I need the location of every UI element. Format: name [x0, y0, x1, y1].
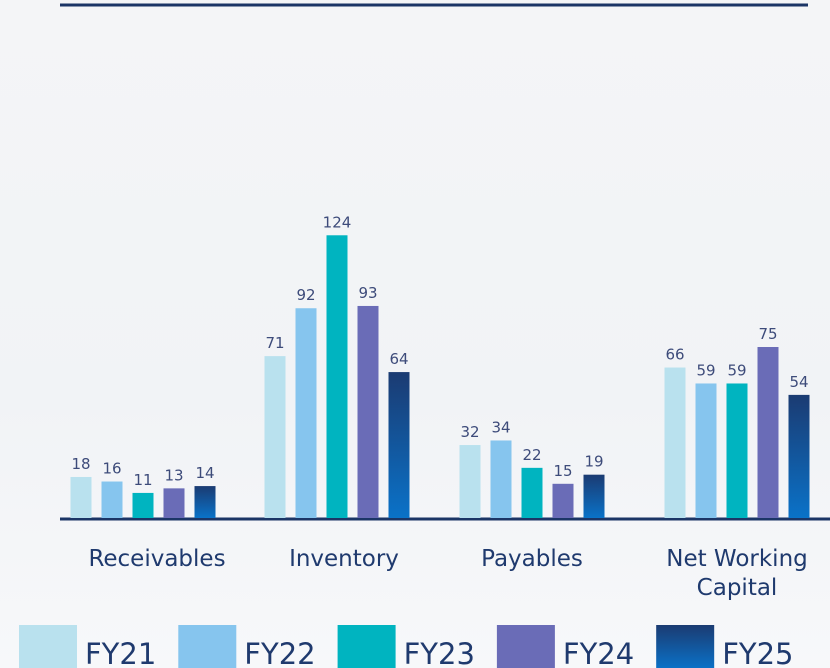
x-tick-label: Net Working Capital [666, 546, 808, 601]
bar [101, 481, 123, 518]
bar [521, 467, 543, 518]
value-label: 32 [460, 423, 479, 441]
x-tick-label: Payables [481, 546, 583, 572]
value-label: 15 [553, 462, 572, 480]
legend-label: FY23 [404, 637, 475, 668]
bar [583, 474, 605, 518]
legend-swatch [19, 625, 77, 668]
value-label: 64 [389, 350, 408, 368]
bar [490, 440, 512, 518]
value-label: 75 [758, 325, 777, 343]
legend-swatch [496, 625, 555, 668]
legend-label: FY22 [244, 637, 315, 668]
bar [388, 372, 410, 518]
value-label: 22 [522, 446, 541, 464]
bar [695, 383, 717, 518]
value-label: 16 [102, 460, 121, 478]
value-label: 18 [71, 455, 90, 473]
legend-label: FY24 [563, 637, 634, 668]
bar [163, 488, 185, 518]
legend-swatch [337, 625, 396, 668]
bar [788, 394, 810, 518]
bar [357, 305, 379, 518]
bar [726, 383, 748, 518]
value-label: 66 [665, 346, 684, 364]
legend-swatch [178, 625, 237, 668]
value-label: 13 [164, 466, 183, 484]
value-label: 124 [323, 213, 352, 231]
bar [70, 476, 92, 518]
value-label: 34 [491, 418, 510, 436]
value-label: 14 [195, 464, 214, 482]
bar [459, 445, 481, 518]
bar [264, 356, 286, 518]
bar [757, 347, 779, 518]
legend-label: FY21 [85, 637, 156, 668]
value-label: 59 [696, 361, 715, 379]
bar [552, 483, 574, 518]
value-label: 92 [296, 286, 315, 304]
bar [295, 308, 317, 518]
value-label: 71 [265, 334, 284, 352]
legend-swatch [656, 625, 715, 668]
value-label: 54 [789, 373, 808, 391]
legend-label: FY25 [722, 637, 793, 668]
x-tick-label: Receivables [88, 546, 226, 572]
bar [664, 367, 686, 518]
value-label: 19 [584, 453, 603, 471]
bar [132, 492, 154, 518]
value-label: 59 [727, 361, 746, 379]
bar [194, 486, 216, 518]
x-tick-label: Inventory [289, 546, 399, 572]
bar [326, 235, 348, 518]
value-label: 93 [358, 284, 377, 302]
value-label: 11 [133, 471, 152, 489]
